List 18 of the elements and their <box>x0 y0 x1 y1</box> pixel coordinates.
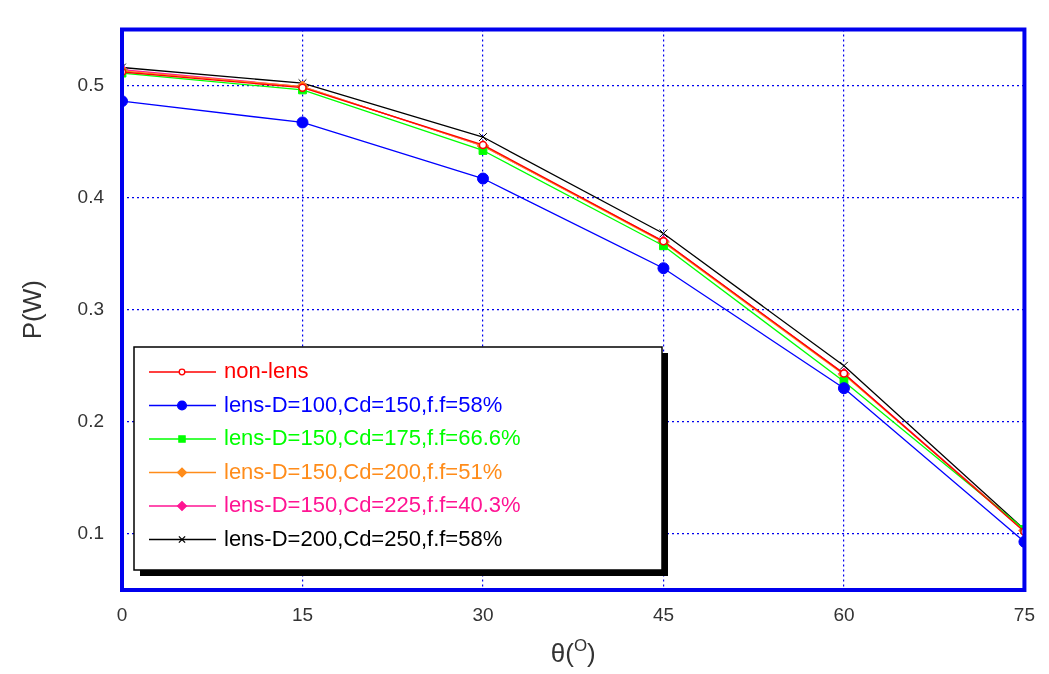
y-axis-title: P(W) <box>17 280 48 340</box>
legend-label: lens-D=200,Cd=250,f.f=58% <box>224 525 503 551</box>
y-tick-label: 0.1 <box>77 522 104 544</box>
x-tick-label: 45 <box>652 603 675 625</box>
legend-label: lens-D=150,Cd=200,f.f=51% <box>224 458 503 484</box>
y-tick-label: 0.3 <box>77 297 104 319</box>
x-tick-label: 30 <box>472 603 494 625</box>
y-tick-label: 0.5 <box>77 73 104 95</box>
legend-label: lens-D=100,Cd=150,f.f=58% <box>224 391 503 417</box>
legend-label: lens-D=150,Cd=175,f.f=66.6% <box>224 425 521 451</box>
legend-label: lens-D=150,Cd=225,f.f=40.3% <box>224 492 521 518</box>
y-tick-label: 0.2 <box>77 410 104 432</box>
x-tick-label: 75 <box>1013 603 1035 625</box>
legend-label: non-lens <box>224 358 309 384</box>
y-tick-label: 0.4 <box>77 185 105 207</box>
x-tick-label: 15 <box>291 603 314 625</box>
x-tick-label: 0 <box>116 603 128 625</box>
x-tick-label: 60 <box>833 603 855 625</box>
